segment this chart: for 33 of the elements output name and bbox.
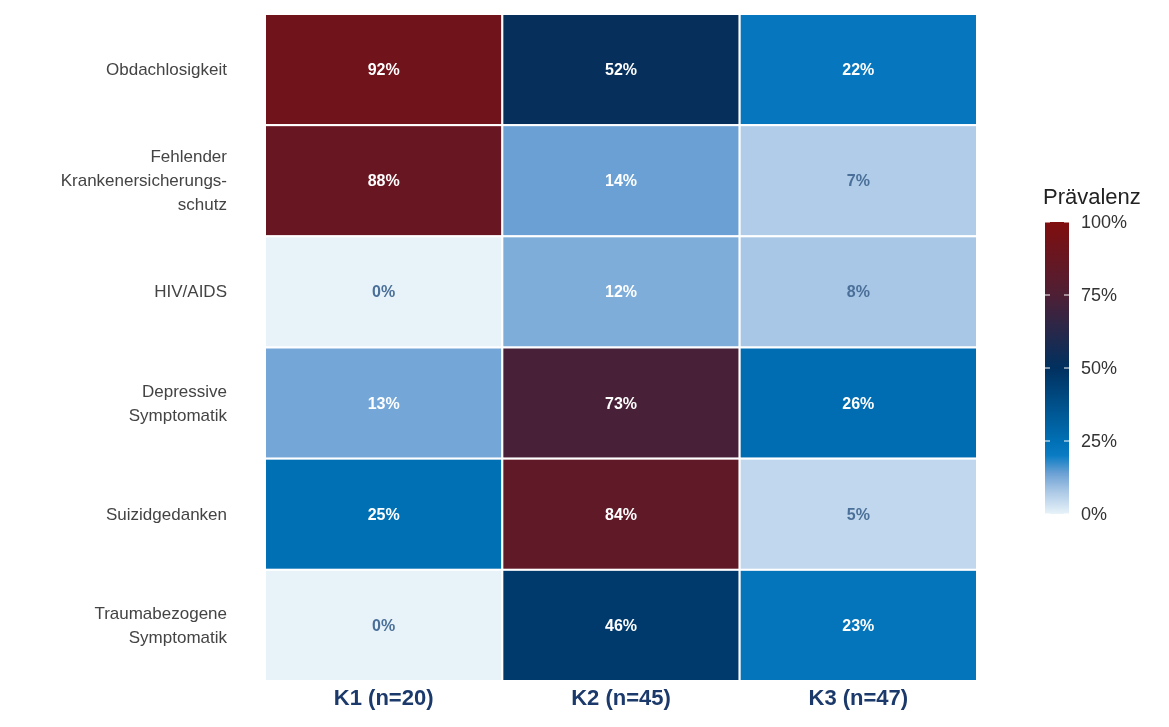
x-tick-label: K3 (n=47): [808, 684, 909, 710]
data-label: 84%: [604, 505, 638, 523]
color-bar-label: 75%: [1081, 285, 1118, 305]
y-tick-label: Suizidgedanken: [106, 504, 227, 524]
x-tick-label: K2 (n=45): [571, 684, 671, 710]
color-bar-label: 25%: [1081, 431, 1118, 451]
data-label: 8%: [846, 283, 870, 301]
data-label: 46%: [604, 616, 638, 634]
data-label: 73%: [604, 394, 638, 412]
x-tick-label: K1 (n=20): [333, 684, 434, 710]
color-bar-label: 0%: [1081, 504, 1108, 524]
y-tick-label: Depressive Symptomatik: [128, 381, 228, 425]
color-bar-title: Prävalenz: [1043, 184, 1141, 209]
data-label: 23%: [842, 616, 875, 634]
data-label: 25%: [367, 505, 400, 523]
y-tick-label: Fehlender Krankenersicherungs- schutz: [60, 147, 228, 215]
color-bar-label: 100%: [1081, 212, 1128, 232]
data-label: 88%: [367, 172, 400, 190]
data-label: 0%: [372, 283, 396, 301]
data-label: 5%: [846, 505, 870, 523]
data-label: 22%: [842, 61, 875, 79]
data-label: 0%: [372, 616, 396, 634]
color-bar-label: 50%: [1081, 358, 1118, 378]
y-tick-label: Traumabezogene Symptomatik: [94, 603, 228, 647]
data-label: 92%: [367, 61, 400, 79]
data-label: 26%: [842, 394, 875, 412]
data-label: 52%: [604, 61, 638, 79]
data-label: 7%: [846, 172, 870, 190]
data-label: 13%: [367, 394, 400, 412]
y-tick-label: HIV/AIDS: [154, 282, 227, 302]
data-label: 12%: [604, 283, 638, 301]
data-label: 14%: [604, 172, 638, 190]
y-tick-label: Obdachlosigkeit: [106, 60, 228, 80]
